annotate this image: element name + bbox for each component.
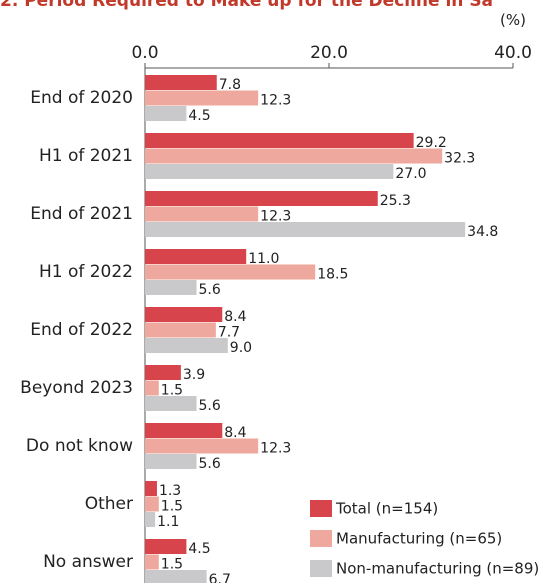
value-label: 6.7	[209, 572, 231, 583]
value-label: 4.5	[188, 541, 210, 557]
x-tick-label: 40.0	[494, 43, 532, 63]
bar	[145, 539, 187, 554]
value-label: 1.1	[157, 514, 179, 530]
value-label: 7.7	[218, 325, 240, 341]
value-label: 9.0	[230, 340, 252, 356]
value-label: 5.6	[199, 456, 221, 472]
legend-swatch	[310, 560, 332, 577]
y-tick-label: Beyond 2023	[20, 378, 133, 398]
bar	[145, 133, 414, 148]
value-label: 5.6	[199, 282, 221, 298]
value-label: 27.0	[395, 166, 426, 182]
bar	[145, 438, 259, 454]
y-tick-label: H1 of 2021	[39, 146, 133, 166]
legend-swatch	[310, 500, 332, 517]
value-label: 7.8	[219, 77, 241, 93]
legend-label: Total (n=154)	[335, 500, 438, 518]
value-label: 1.5	[161, 499, 183, 515]
bar	[145, 249, 247, 264]
bar	[145, 380, 159, 396]
bar	[145, 512, 156, 527]
bar	[145, 570, 207, 583]
bar	[145, 222, 466, 237]
value-label: 1.5	[161, 383, 183, 399]
bar	[145, 338, 228, 353]
legend-swatch	[310, 530, 332, 547]
value-label: 8.4	[224, 425, 246, 441]
y-tick-label: Do not know	[26, 436, 133, 456]
value-label: 25.3	[380, 193, 411, 209]
legend-label: Manufacturing (n=65)	[336, 530, 502, 548]
value-label: 1.3	[159, 483, 181, 499]
bar	[145, 454, 197, 469]
bar	[145, 148, 443, 164]
value-label: 12.3	[260, 93, 291, 109]
value-label: 5.6	[199, 398, 221, 414]
bar	[145, 496, 159, 512]
bar	[145, 264, 316, 280]
value-label: 12.3	[260, 441, 291, 457]
value-label: 32.3	[444, 151, 475, 167]
bar	[145, 307, 223, 322]
value-label: 11.0	[248, 251, 279, 267]
bar	[145, 90, 259, 106]
bar	[145, 75, 217, 90]
value-label: 12.3	[260, 209, 291, 225]
value-label: 3.9	[183, 367, 205, 383]
value-label: 29.2	[416, 135, 447, 151]
bar	[145, 322, 216, 338]
bar	[145, 396, 197, 411]
unit-label: (%)	[500, 11, 526, 29]
x-tick-label: 20.0	[310, 43, 348, 63]
x-tick-label: 0.0	[131, 43, 158, 63]
bar	[145, 481, 157, 496]
value-label: 18.5	[317, 267, 348, 283]
chart-title: 2. Period Required to Make up for the De…	[0, 0, 493, 11]
y-tick-label: End of 2022	[30, 320, 133, 340]
bar	[145, 554, 159, 570]
bar	[145, 206, 259, 222]
bar	[145, 106, 187, 121]
y-tick-label: H1 of 2022	[39, 262, 133, 282]
y-tick-label: Other	[85, 494, 133, 514]
y-tick-label: No answer	[43, 552, 133, 572]
bar	[145, 423, 223, 438]
value-label: 1.5	[161, 557, 183, 573]
value-label: 34.8	[467, 224, 498, 240]
bar	[145, 191, 378, 206]
bar	[145, 365, 181, 380]
y-tick-label: End of 2020	[30, 88, 133, 108]
value-label: 4.5	[188, 108, 210, 124]
legend-label: Non-manufacturing (n=89)	[336, 560, 539, 578]
y-tick-label: End of 2021	[30, 204, 133, 224]
value-label: 8.4	[224, 309, 246, 325]
bar	[145, 280, 197, 295]
bar	[145, 164, 394, 179]
